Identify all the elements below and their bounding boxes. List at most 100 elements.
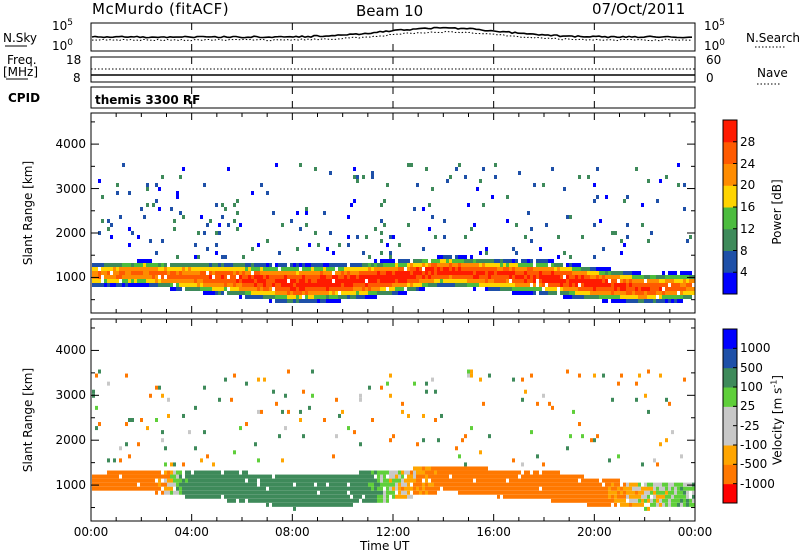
power-cell xyxy=(443,263,446,267)
velocity-cell xyxy=(683,502,686,507)
velocity-cell xyxy=(434,418,437,422)
power-cell xyxy=(470,271,473,275)
power-cell xyxy=(467,267,470,271)
power-cell xyxy=(632,287,635,291)
velocity-cell xyxy=(650,498,653,503)
power-cell xyxy=(92,271,95,275)
power-cell xyxy=(263,275,266,279)
power-cell xyxy=(662,275,665,279)
velocity-cell xyxy=(446,470,449,475)
power-cell xyxy=(323,291,326,295)
power-cell xyxy=(107,275,110,279)
velocity-cell xyxy=(437,486,440,491)
velocity-cell xyxy=(284,393,287,398)
power-cell xyxy=(497,287,500,291)
velocity-cell xyxy=(491,478,494,483)
power-cell xyxy=(659,295,662,299)
velocity-cell xyxy=(668,486,671,491)
power-cell xyxy=(476,271,479,275)
power-cell xyxy=(281,279,284,283)
power-cell xyxy=(380,287,383,291)
power-cell xyxy=(167,267,170,271)
power-cell xyxy=(188,279,191,283)
power-cell xyxy=(419,279,422,283)
power-cell xyxy=(329,299,332,303)
velocity-cell xyxy=(386,490,389,495)
power-cell xyxy=(629,295,632,299)
velocity-cell xyxy=(233,450,236,455)
power-cell xyxy=(296,247,299,251)
velocity-cell xyxy=(212,494,215,499)
power-cell xyxy=(275,295,278,299)
power-cell xyxy=(584,271,587,275)
power-cell xyxy=(653,279,656,283)
velocity-cell xyxy=(236,490,239,495)
velocity-cell xyxy=(263,482,266,487)
velocity-cell xyxy=(353,474,356,479)
velocity-cell xyxy=(623,498,626,503)
power-cell xyxy=(623,243,626,247)
cpid-label: CPID xyxy=(8,91,41,105)
velocity-cell xyxy=(473,490,476,495)
velocity-cell xyxy=(476,478,479,483)
velocity-cell xyxy=(614,482,617,487)
power-cell xyxy=(599,295,602,299)
power-cell xyxy=(668,291,671,295)
power-cell xyxy=(437,259,440,263)
velocity-cell xyxy=(242,470,245,475)
power-cell xyxy=(620,283,623,287)
power-cell xyxy=(560,271,563,275)
velocity-cell xyxy=(251,482,254,487)
velocity-cell xyxy=(434,470,437,475)
power-cell xyxy=(569,271,572,275)
velocity-cell xyxy=(380,385,383,390)
velocity-colorbar-title: Velocity [m s-1] xyxy=(769,375,785,465)
velocity-cell xyxy=(308,498,311,503)
power-cell xyxy=(605,295,608,299)
power-cell xyxy=(635,299,638,303)
power-cell xyxy=(449,175,452,179)
velocity-cell xyxy=(320,486,323,491)
power-cell xyxy=(596,267,599,271)
velocity-cell xyxy=(128,478,131,483)
power-cell xyxy=(515,275,518,279)
power-cell xyxy=(506,259,509,263)
velocity-cell xyxy=(437,438,440,443)
power-cell xyxy=(380,263,383,267)
power-cell xyxy=(509,263,512,267)
power-cell xyxy=(413,279,416,283)
power-cell xyxy=(308,283,311,287)
velocity-cell xyxy=(98,369,101,374)
power-cell xyxy=(251,267,254,271)
velocity-cell xyxy=(515,486,518,491)
velocity-cell xyxy=(626,486,629,491)
power-cell xyxy=(320,275,323,279)
velocity-cell xyxy=(170,478,173,483)
velocity-cell xyxy=(581,478,584,483)
velocity-cell xyxy=(149,486,152,491)
power-cell xyxy=(485,283,488,287)
velocity-cell xyxy=(161,430,164,435)
power-cell xyxy=(485,247,488,251)
velocity-cell xyxy=(536,401,539,406)
velocity-cell xyxy=(323,498,326,503)
power-cell xyxy=(269,299,272,303)
power-cell xyxy=(605,275,608,279)
power-cell xyxy=(140,279,143,283)
velocity-cell xyxy=(125,442,128,447)
power-cell xyxy=(164,271,167,275)
power-cell xyxy=(572,295,575,299)
velocity-cell xyxy=(317,474,320,479)
velocity-cell xyxy=(407,482,410,487)
power-cell xyxy=(128,279,131,283)
power-cell xyxy=(533,283,536,287)
noise-lines xyxy=(91,26,693,42)
power-cell xyxy=(503,263,506,267)
power-cell xyxy=(383,283,386,287)
power-cell xyxy=(548,271,551,275)
power-cell xyxy=(530,267,533,271)
velocity-cell xyxy=(245,482,248,487)
power-cell xyxy=(671,279,674,283)
power-cell xyxy=(134,283,137,287)
power-colorbar xyxy=(722,119,738,295)
